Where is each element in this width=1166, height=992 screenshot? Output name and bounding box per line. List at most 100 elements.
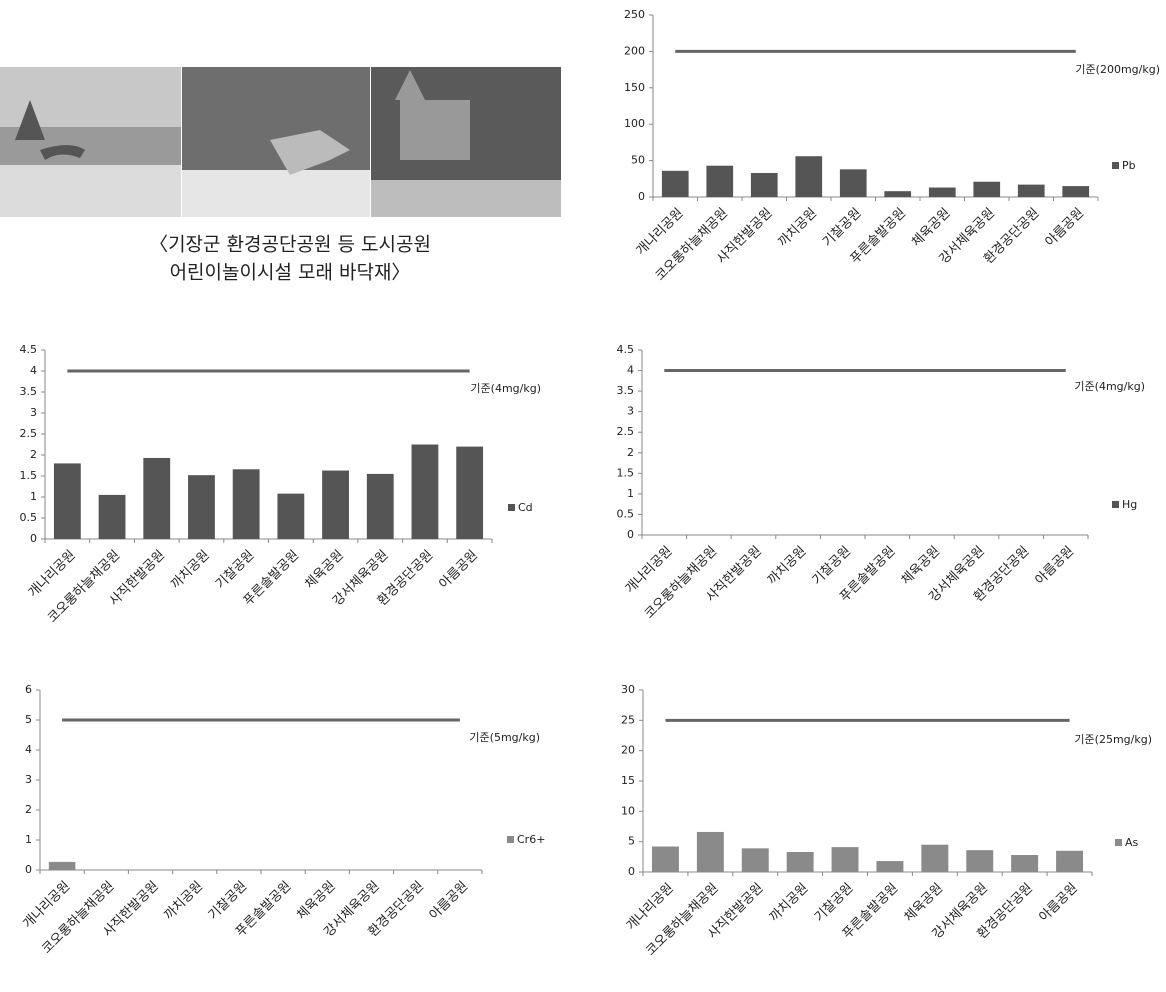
x-tick-label: 아름공원 [1036,881,1080,925]
bar [1056,850,1084,872]
legend-label: As [1125,836,1139,849]
x-tick-label: 체육공원 [902,881,946,925]
bar [322,470,349,539]
bar [921,844,949,872]
y-tick-label: 4 [627,364,634,377]
bar [143,457,171,539]
bar [839,169,867,197]
y-tick-label: 4.5 [20,343,38,356]
x-tick-label: 까치공원 [162,879,206,923]
reference-label: 기준(4mg/kg) [470,382,541,395]
legend-swatch [1112,501,1119,508]
y-tick-label: 150 [624,81,645,94]
y-tick-label: 20 [621,744,635,757]
y-tick-label: 2 [30,448,37,461]
y-tick-label: 3 [25,773,32,786]
x-tick-label: 기찰공원 [206,879,250,923]
bar [696,831,724,872]
reference-label: 기준(200mg/kg) [1075,63,1160,76]
legend-swatch [508,504,515,511]
x-tick-label: 까치공원 [765,544,809,588]
x-tick-label: 기찰공원 [812,881,856,925]
photo-sand [0,165,181,217]
y-tick-label: 1 [25,833,32,846]
legend-label: Cr6+ [517,833,545,846]
photo-shape [15,100,85,160]
y-tick-label: 0 [628,865,635,878]
x-tick-label: 체육공원 [294,879,338,923]
bar [966,850,994,872]
reference-label: 기준(5mg/kg) [469,731,540,744]
photo-shape [270,130,350,175]
legend-swatch [1112,162,1119,169]
bar [795,156,823,197]
photo-shape [395,70,470,160]
reference-label: 기준(25mg/kg) [1074,733,1152,746]
bar [831,847,859,872]
bar [651,846,679,872]
photo-sand [182,170,370,217]
bar [411,444,439,539]
x-tick-label: 기찰공원 [213,548,257,592]
y-tick-label: 15 [621,774,635,787]
y-tick-label: 4.5 [617,343,635,356]
bar [661,170,689,197]
legend-label: Pb [1122,159,1136,172]
bar [366,473,394,539]
caption: 어린이놀이시설 모래 바닥재〉 [170,262,411,284]
x-tick-label: 체육공원 [909,206,953,250]
bar [884,191,912,197]
y-tick-label: 3.5 [20,385,38,398]
y-tick-label: 4 [25,743,32,756]
y-tick-label: 5 [628,835,635,848]
x-tick-label: 체육공원 [899,544,943,588]
x-tick-label: 아름공원 [427,879,471,923]
y-tick-label: 100 [624,117,645,130]
bar [1062,186,1090,197]
y-tick-label: 0 [30,532,37,545]
x-tick-label: 아름공원 [1043,206,1087,250]
y-tick-label: 2.5 [617,425,635,438]
photo-ground [371,180,561,217]
bar [232,469,260,539]
y-tick-label: 2 [25,803,32,816]
x-tick-label: 체육공원 [302,548,346,592]
y-tick-label: 1.5 [617,466,635,479]
y-tick-label: 2.5 [20,427,38,440]
x-tick-label: 기찰공원 [820,206,864,250]
bar [53,463,81,539]
caption: 〈기장군 환경공단공원 등 도시공원 [149,234,431,256]
bar [277,493,305,539]
y-tick-label: 250 [624,8,645,21]
y-tick-label: 200 [624,44,645,57]
bar [928,187,956,197]
y-tick-label: 3.5 [617,384,635,397]
bar [456,446,484,539]
y-tick-label: 0 [25,863,32,876]
y-tick-label: 0.5 [617,507,635,520]
y-tick-label: 1 [30,490,37,503]
y-tick-label: 0 [638,190,645,203]
y-tick-label: 0 [627,528,634,541]
x-tick-label: 기찰공원 [810,544,854,588]
bar [973,181,1001,197]
y-tick-label: 3 [30,406,37,419]
bar [188,475,215,539]
y-tick-label: 0.5 [20,511,38,524]
reference-label: 기준(4mg/kg) [1074,380,1145,393]
y-tick-label: 5 [25,713,32,726]
bar [786,851,814,872]
y-tick-label: 4 [30,364,37,377]
bar [741,848,769,872]
bar [48,861,76,870]
y-tick-label: 50 [631,154,645,167]
legend-swatch [1115,839,1122,846]
legend-label: Cd [518,501,533,514]
y-tick-label: 3 [627,405,634,418]
bar [706,165,734,197]
y-tick-label: 1.5 [20,469,38,482]
x-tick-label: 아름공원 [1033,544,1077,588]
bar [98,494,126,539]
bar [876,861,904,872]
